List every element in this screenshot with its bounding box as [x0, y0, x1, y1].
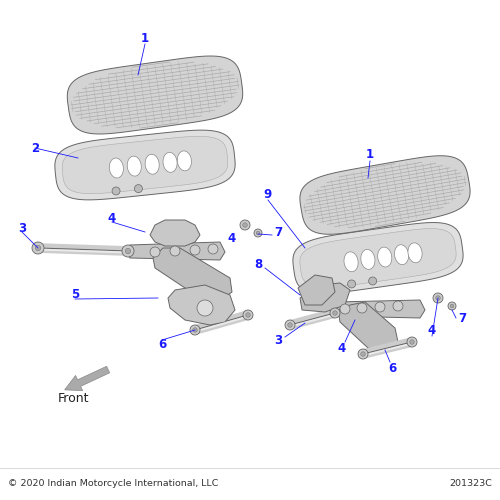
Text: 6: 6 — [158, 338, 166, 351]
Text: 3: 3 — [274, 334, 282, 346]
Polygon shape — [153, 248, 232, 302]
Polygon shape — [293, 222, 463, 294]
Text: 1: 1 — [366, 148, 374, 162]
Text: 7: 7 — [458, 312, 466, 324]
Circle shape — [170, 246, 180, 256]
Polygon shape — [163, 152, 177, 172]
Polygon shape — [330, 300, 425, 318]
Circle shape — [126, 248, 130, 254]
Text: 3: 3 — [18, 222, 26, 234]
Text: 5: 5 — [71, 288, 79, 302]
Circle shape — [330, 308, 340, 318]
Text: 7: 7 — [274, 226, 282, 238]
Circle shape — [197, 300, 213, 316]
Circle shape — [243, 310, 253, 320]
Polygon shape — [298, 275, 335, 305]
Circle shape — [36, 246, 41, 250]
Text: 6: 6 — [388, 362, 396, 374]
Circle shape — [340, 304, 350, 314]
Polygon shape — [168, 285, 235, 325]
Circle shape — [134, 184, 142, 192]
Circle shape — [288, 323, 292, 327]
Circle shape — [358, 349, 368, 359]
Text: 1: 1 — [141, 32, 149, 44]
Circle shape — [433, 293, 443, 303]
Polygon shape — [125, 242, 225, 260]
Circle shape — [450, 304, 454, 308]
Circle shape — [190, 245, 200, 255]
Circle shape — [243, 223, 247, 227]
Circle shape — [410, 340, 414, 344]
Polygon shape — [110, 158, 124, 178]
Circle shape — [256, 231, 260, 235]
Circle shape — [254, 229, 262, 237]
Circle shape — [150, 247, 160, 257]
Circle shape — [333, 310, 337, 316]
Text: 4: 4 — [108, 212, 116, 224]
Polygon shape — [64, 366, 110, 390]
Polygon shape — [300, 283, 350, 312]
Circle shape — [285, 320, 295, 330]
Circle shape — [190, 325, 200, 335]
Circle shape — [361, 352, 365, 356]
Circle shape — [240, 220, 250, 230]
Polygon shape — [300, 228, 456, 288]
Text: 4: 4 — [338, 342, 346, 354]
Text: 2: 2 — [31, 142, 39, 154]
Text: © 2020 Indian Motorcycle International, LLC: © 2020 Indian Motorcycle International, … — [8, 480, 218, 488]
Text: 201323C: 201323C — [449, 480, 492, 488]
Circle shape — [246, 313, 250, 318]
Circle shape — [375, 302, 385, 312]
Polygon shape — [62, 136, 228, 194]
Polygon shape — [338, 302, 398, 350]
Circle shape — [368, 277, 376, 285]
Text: 8: 8 — [254, 258, 262, 272]
Polygon shape — [150, 220, 200, 246]
Circle shape — [112, 187, 120, 195]
Text: 4: 4 — [228, 232, 236, 244]
Polygon shape — [55, 130, 235, 200]
Polygon shape — [394, 245, 408, 264]
Polygon shape — [361, 250, 375, 270]
Polygon shape — [378, 247, 392, 267]
Polygon shape — [68, 56, 242, 134]
Circle shape — [407, 337, 417, 347]
Polygon shape — [145, 154, 159, 174]
Circle shape — [448, 302, 456, 310]
Circle shape — [393, 301, 403, 311]
Polygon shape — [408, 243, 422, 262]
Text: Front: Front — [58, 392, 90, 404]
Text: 4: 4 — [428, 324, 436, 336]
Circle shape — [193, 328, 197, 332]
Circle shape — [348, 280, 356, 288]
Polygon shape — [178, 151, 192, 171]
Text: 9: 9 — [264, 188, 272, 202]
Circle shape — [436, 296, 440, 300]
Circle shape — [122, 245, 134, 257]
Circle shape — [208, 244, 218, 254]
Polygon shape — [344, 252, 358, 272]
Circle shape — [32, 242, 44, 254]
Circle shape — [357, 303, 367, 313]
Polygon shape — [300, 156, 470, 234]
Polygon shape — [127, 156, 142, 176]
